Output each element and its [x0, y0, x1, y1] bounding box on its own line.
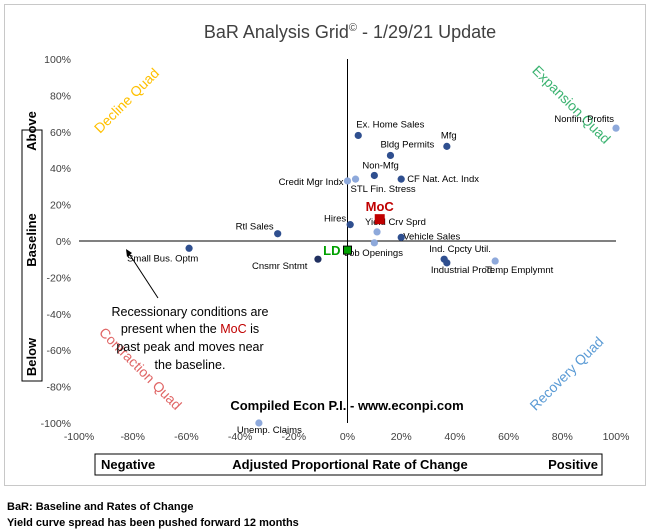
y-tick-label: 80%	[50, 90, 71, 102]
data-point	[373, 228, 381, 236]
axis-ticks: -100% -80% -60% -40% -20% 0% 20% 40% 60% 80% 100% -…	[41, 54, 630, 443]
data-point	[443, 142, 451, 150]
recovery-quad-label: Recovery Quad	[526, 333, 606, 413]
data-point	[351, 175, 360, 183]
data-point	[343, 177, 352, 185]
moc-label: MoC	[366, 199, 395, 214]
y-label-bottom: Below	[24, 337, 39, 376]
credit-text: Compiled Econ P.I. - www.econpi.com	[230, 398, 463, 413]
point-label: CF Nat. Act. Indx	[407, 174, 479, 185]
y-tick-label: 40%	[50, 163, 71, 175]
data-point	[354, 131, 362, 140]
data-point	[386, 151, 395, 160]
x-axis-title: Adjusted Proportional Rate of Change	[232, 457, 467, 472]
data-point	[443, 259, 451, 267]
point-label: Bldg Permits	[380, 139, 434, 150]
y-label-box	[21, 129, 43, 382]
x-tick-label: -20%	[282, 431, 307, 443]
y-tick-label: 100%	[44, 54, 71, 66]
point-label: Ind. Cpcty Util.	[429, 244, 491, 255]
x-tick-label: -100%	[64, 431, 94, 443]
y-tick-label: -100%	[41, 418, 71, 430]
data-point	[491, 257, 499, 265]
x-tick-label: 20%	[391, 431, 412, 443]
note-arrow-head	[126, 249, 132, 257]
footer-line-2: Yield curve spread has been pushed forwa…	[7, 517, 299, 529]
note-arrow-line	[127, 251, 159, 299]
point-label: Non-Mfg	[362, 160, 398, 171]
point-label: Hires	[324, 214, 346, 225]
axes	[79, 59, 616, 423]
note-line-2: present when the MoC is	[121, 322, 259, 336]
bar-analysis-chart: BaR Analysis Grid© - 1/29/21 Update Abov…	[21, 22, 630, 476]
data-point	[397, 175, 405, 183]
data-point	[370, 239, 378, 247]
ld-label: LD	[323, 243, 340, 258]
decline-quad-label: Decline Quad	[91, 65, 162, 136]
x-tick-label: 0%	[340, 431, 355, 443]
note-line-4: the baseline.	[155, 358, 226, 372]
ld-marker	[343, 245, 352, 255]
y-tick-label: -60%	[46, 345, 71, 357]
point-label: Ex. Home Sales	[356, 119, 424, 130]
point-label: Mfg	[441, 130, 457, 141]
y-tick-label: -20%	[46, 272, 71, 284]
x-tick-label: 60%	[498, 431, 519, 443]
note-line-1: Recessionary conditions are	[111, 305, 268, 319]
data-point	[255, 419, 263, 427]
point-label: Cnsmr Sntmt	[252, 261, 308, 272]
x-tick-label: 80%	[552, 431, 573, 443]
point-label: STL Fin. Stress	[351, 184, 416, 195]
x-tick-label: 40%	[444, 431, 465, 443]
data-points: Nonfin. Profits Ex. Home Sales Mfg Bldg Per…	[127, 114, 620, 436]
data-point	[185, 244, 193, 252]
data-point	[397, 233, 405, 241]
point-label: Job Openings	[344, 248, 403, 259]
point-label: Vehicle Sales	[403, 231, 460, 242]
expansion-quad-label: Expansion Quad	[529, 62, 614, 147]
point-label: Rtl Sales	[236, 222, 274, 233]
data-point	[274, 230, 282, 238]
point-label: Small Bus. Optm	[127, 253, 198, 264]
data-point	[346, 221, 354, 229]
note-line-3: past peak and moves near	[116, 340, 263, 354]
data-point	[314, 255, 322, 263]
point-label: Temp Emplymnt	[485, 265, 553, 276]
point-label: Nonfin. Profits	[554, 114, 614, 125]
y-tick-label: 0%	[56, 236, 71, 248]
chart-title: BaR Analysis Grid© - 1/29/21 Update	[204, 22, 496, 42]
y-tick-label: -80%	[46, 382, 71, 394]
moc-marker	[374, 214, 385, 225]
data-point	[612, 124, 620, 132]
y-tick-label: 20%	[50, 200, 71, 212]
y-tick-label: 60%	[50, 127, 71, 139]
point-label: Industrial Prod.	[431, 265, 495, 276]
data-point	[370, 171, 378, 180]
x-label-box	[94, 453, 603, 476]
x-label-right: Positive	[548, 457, 598, 472]
point-label: Yield Crv Sprd	[365, 217, 426, 228]
x-tick-label: -60%	[174, 431, 199, 443]
y-label-top: Above	[24, 111, 39, 151]
x-tick-label: 100%	[603, 431, 630, 443]
x-label-left: Negative	[101, 457, 155, 472]
point-label: Credit Mgr Indx	[279, 177, 344, 188]
point-label: Unemp. Claims	[237, 425, 302, 436]
footer-line-1: BaR: Baseline and Rates of Change	[7, 501, 194, 513]
y-tick-label: -40%	[46, 309, 71, 321]
x-tick-label: -40%	[228, 431, 253, 443]
chart-frame	[4, 4, 646, 486]
y-label-mid: Baseline	[24, 213, 39, 266]
x-tick-label: -80%	[120, 431, 145, 443]
